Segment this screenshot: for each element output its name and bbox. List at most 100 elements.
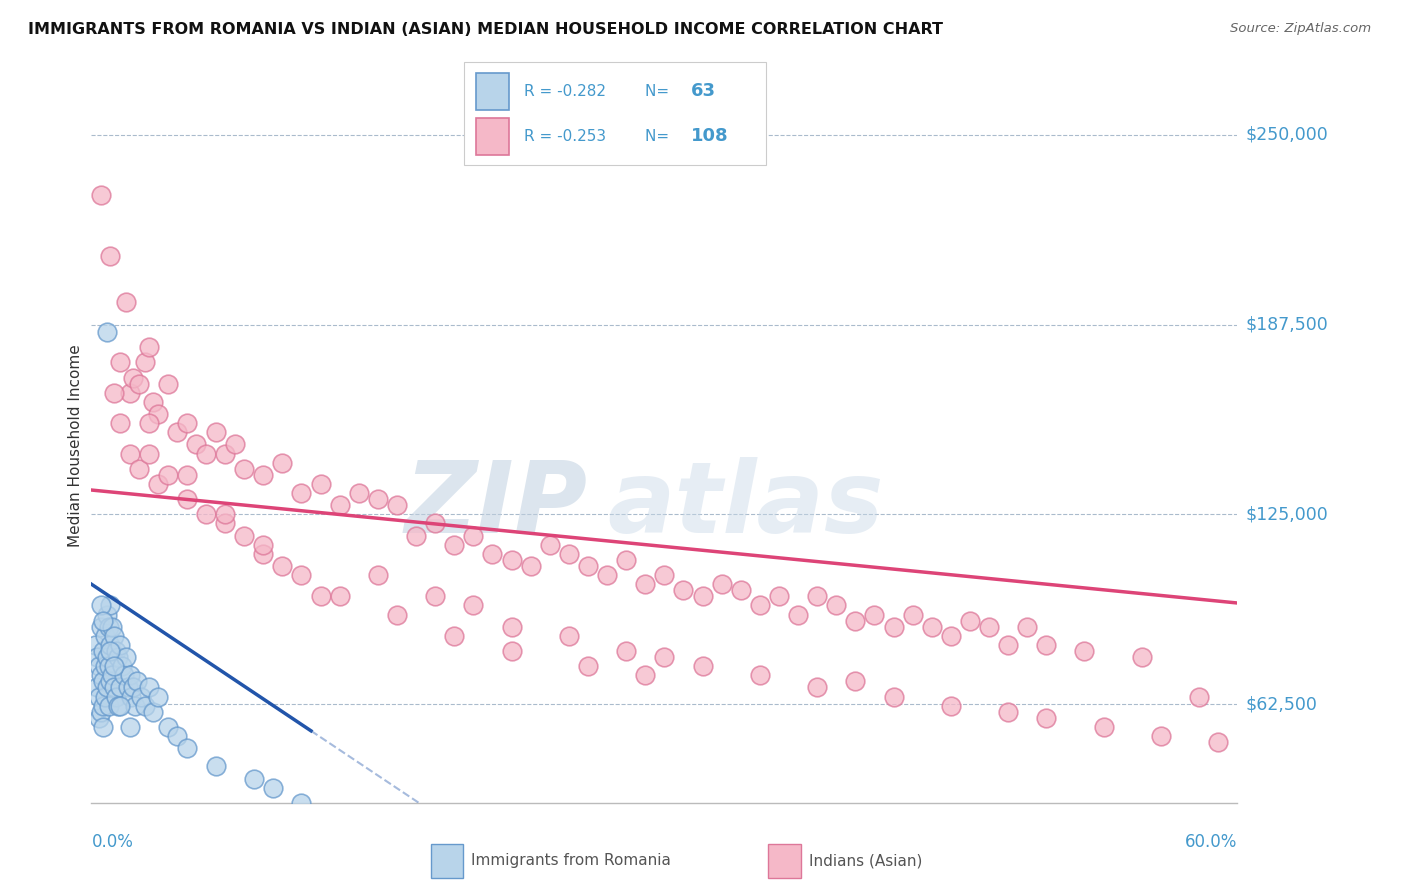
Point xyxy=(242,772,264,786)
Text: $125,000: $125,000 xyxy=(1246,506,1329,524)
Point xyxy=(825,599,848,613)
Point xyxy=(329,498,352,512)
Point xyxy=(176,416,198,430)
Point xyxy=(271,456,294,470)
Point xyxy=(233,528,256,542)
Text: ZIP: ZIP xyxy=(405,457,588,554)
Point xyxy=(100,249,122,263)
Point xyxy=(634,668,657,682)
Point xyxy=(423,590,446,604)
Point xyxy=(141,705,163,719)
Point xyxy=(166,425,188,440)
Text: $187,500: $187,500 xyxy=(1246,316,1329,334)
Point xyxy=(96,650,118,665)
Text: 0.0%: 0.0% xyxy=(91,833,134,851)
Point xyxy=(97,620,120,634)
Point xyxy=(103,681,125,695)
Point xyxy=(90,705,112,719)
Point xyxy=(97,698,120,713)
Point xyxy=(101,668,124,682)
Text: Source: ZipAtlas.com: Source: ZipAtlas.com xyxy=(1230,22,1371,36)
Point xyxy=(405,528,427,542)
Point xyxy=(347,486,370,500)
Point xyxy=(806,681,828,695)
Point xyxy=(596,568,619,582)
Point xyxy=(443,629,465,643)
Point xyxy=(176,492,198,507)
Point xyxy=(138,416,160,430)
Point xyxy=(576,659,599,673)
Bar xyxy=(477,73,509,110)
Bar xyxy=(768,844,800,878)
Point xyxy=(134,355,156,369)
Point xyxy=(94,659,117,673)
Point xyxy=(94,690,117,704)
Text: 63: 63 xyxy=(690,82,716,100)
Point xyxy=(141,395,163,409)
Point xyxy=(101,620,124,634)
Point xyxy=(134,698,156,713)
Point xyxy=(423,516,446,531)
Point xyxy=(463,528,485,542)
Point xyxy=(204,425,226,440)
Point xyxy=(128,376,150,391)
Point xyxy=(118,720,141,734)
Point xyxy=(538,538,561,552)
Point xyxy=(100,644,122,658)
Text: N=: N= xyxy=(645,128,675,144)
Point xyxy=(1035,711,1057,725)
Point xyxy=(672,583,695,598)
Point xyxy=(111,659,134,673)
Point xyxy=(558,547,581,561)
Point xyxy=(501,620,523,634)
Point xyxy=(652,650,675,665)
Point xyxy=(748,668,770,682)
Point xyxy=(787,607,810,622)
Point xyxy=(103,385,125,400)
Point xyxy=(290,568,312,582)
Text: R = -0.253: R = -0.253 xyxy=(524,128,606,144)
Point xyxy=(614,553,637,567)
Point xyxy=(138,681,160,695)
Point xyxy=(176,741,198,756)
Text: Indians (Asian): Indians (Asian) xyxy=(808,854,922,868)
Point xyxy=(127,674,149,689)
Point xyxy=(194,447,217,461)
Point xyxy=(997,705,1019,719)
Point xyxy=(977,620,1000,634)
Point xyxy=(90,599,112,613)
Point xyxy=(385,607,408,622)
Point xyxy=(148,407,170,421)
Point xyxy=(124,698,146,713)
Point xyxy=(118,668,141,682)
Point xyxy=(443,538,465,552)
Point xyxy=(105,644,128,658)
Point xyxy=(148,477,170,491)
Point xyxy=(107,698,129,713)
Text: Immigrants from Romania: Immigrants from Romania xyxy=(471,854,671,868)
Point xyxy=(107,650,129,665)
Point xyxy=(481,547,503,561)
Point xyxy=(108,355,131,369)
Point xyxy=(692,590,714,604)
Point xyxy=(214,447,236,461)
Point xyxy=(252,538,274,552)
Point xyxy=(1130,650,1153,665)
Text: 60.0%: 60.0% xyxy=(1185,833,1237,851)
Point xyxy=(103,629,125,643)
Point xyxy=(214,516,236,531)
Point xyxy=(122,681,145,695)
Point xyxy=(138,340,160,354)
Point xyxy=(138,447,160,461)
Point xyxy=(112,668,135,682)
Y-axis label: Median Household Income: Median Household Income xyxy=(67,344,83,548)
Point xyxy=(156,720,179,734)
Point xyxy=(1017,620,1039,634)
Point xyxy=(501,644,523,658)
Point xyxy=(501,553,523,567)
Point xyxy=(385,498,408,512)
Point xyxy=(309,477,332,491)
Point xyxy=(710,577,733,591)
Point xyxy=(194,508,217,522)
Point xyxy=(186,437,208,451)
